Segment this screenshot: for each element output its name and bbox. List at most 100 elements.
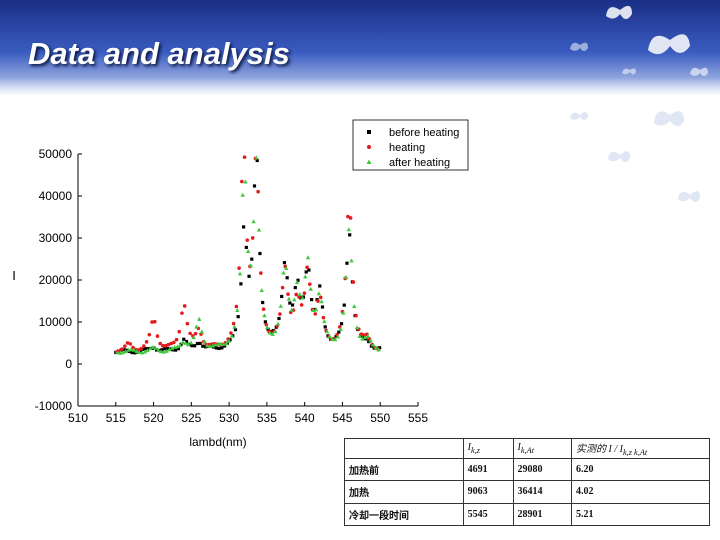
- data-point: [335, 334, 341, 339]
- data-point: [169, 341, 173, 346]
- data-point: [322, 319, 327, 324]
- data-point: [245, 238, 250, 242]
- data-point: [232, 324, 237, 329]
- table-header-cell: [344, 438, 464, 459]
- data-point: [277, 316, 281, 321]
- data-point: [319, 299, 324, 304]
- data-point: [196, 316, 202, 321]
- data-point: [231, 321, 236, 326]
- data-point: [343, 274, 349, 279]
- data-point: [300, 295, 305, 300]
- data-point: [150, 320, 154, 324]
- data-point: [184, 339, 189, 344]
- data-point: [188, 331, 192, 336]
- data-point: [281, 270, 286, 275]
- data-point: [275, 321, 281, 326]
- data-point: [308, 282, 312, 286]
- data-point: [354, 325, 360, 330]
- data-point: [351, 280, 356, 284]
- data-point: [278, 312, 282, 316]
- data-point: [316, 299, 320, 303]
- data-point: [194, 324, 199, 329]
- data-point: [359, 332, 364, 337]
- data-point: [282, 261, 287, 265]
- x-tick-label: 520: [144, 411, 164, 425]
- table-cell: 5545: [462, 502, 514, 527]
- data-point: [293, 286, 297, 290]
- data-point: [154, 348, 159, 352]
- data-point: [334, 334, 338, 339]
- data-point: [261, 307, 266, 311]
- data-point: [362, 335, 368, 340]
- series-2: [115, 155, 381, 355]
- data-point: [164, 348, 169, 353]
- data-point: [296, 278, 300, 282]
- x-tick-label: 555: [408, 411, 428, 425]
- data-point: [205, 343, 210, 348]
- data-point: [237, 271, 243, 276]
- data-point: [346, 227, 351, 232]
- series-0: [114, 158, 382, 355]
- data-point: [123, 348, 128, 353]
- data-point: [262, 313, 267, 318]
- data-point: [172, 340, 176, 345]
- data-point: [349, 258, 354, 263]
- data-point: [270, 331, 275, 336]
- data-point: [245, 248, 251, 253]
- data-point: [186, 342, 191, 347]
- data-point: [308, 286, 313, 291]
- data-point: [256, 189, 260, 194]
- data-point: [342, 303, 346, 307]
- data-point: [155, 334, 160, 338]
- data-point: [263, 320, 267, 324]
- data-point: [188, 340, 194, 345]
- data-point: [235, 307, 240, 312]
- data-point: [156, 347, 161, 352]
- data-point: [348, 216, 353, 220]
- table-header-cell: Ik,z: [462, 438, 514, 459]
- data-point: [330, 336, 335, 341]
- data-point: [137, 350, 142, 355]
- butterfly-decoration: [570, 5, 708, 76]
- x-tick-label: 515: [106, 411, 126, 425]
- data-point: [180, 340, 186, 345]
- title-bar-shine: [0, 78, 720, 95]
- data-point: [148, 346, 153, 351]
- data-point: [177, 329, 182, 334]
- data-point: [352, 304, 357, 309]
- data-point: [318, 284, 322, 288]
- data-point: [220, 346, 224, 350]
- data-point: [147, 332, 152, 337]
- data-point: [185, 321, 190, 326]
- data-point: [195, 341, 199, 346]
- data-point: [183, 340, 188, 345]
- data-point: [337, 330, 341, 334]
- data-point: [168, 347, 172, 351]
- data-point: [146, 347, 151, 351]
- data-point: [125, 341, 130, 345]
- data-point: [145, 348, 150, 353]
- data-point: [163, 347, 167, 351]
- data-point: [324, 329, 330, 334]
- data-point: [304, 270, 308, 274]
- data-point: [218, 341, 224, 346]
- data-point: [239, 282, 243, 286]
- spectrum-chart: 510 515 520 525 530 535 540 545 550 555 -10000 0 100…: [12, 119, 469, 449]
- data-point: [158, 349, 164, 354]
- data-point: [252, 184, 257, 188]
- data-point: [240, 192, 245, 197]
- data-point: [318, 295, 323, 300]
- data-point: [360, 336, 365, 341]
- data-point: [234, 304, 239, 309]
- data-point: [224, 341, 229, 346]
- plot-marks: [114, 155, 382, 355]
- data-point: [248, 263, 254, 268]
- data-point: [259, 271, 263, 275]
- butterfly-decoration-side: [570, 111, 700, 202]
- data-point: [122, 348, 126, 352]
- data-point: [280, 285, 285, 290]
- data-point: [284, 266, 289, 271]
- data-point: [286, 292, 290, 296]
- data-point: [285, 276, 289, 280]
- table-cell: 加热前: [344, 457, 464, 482]
